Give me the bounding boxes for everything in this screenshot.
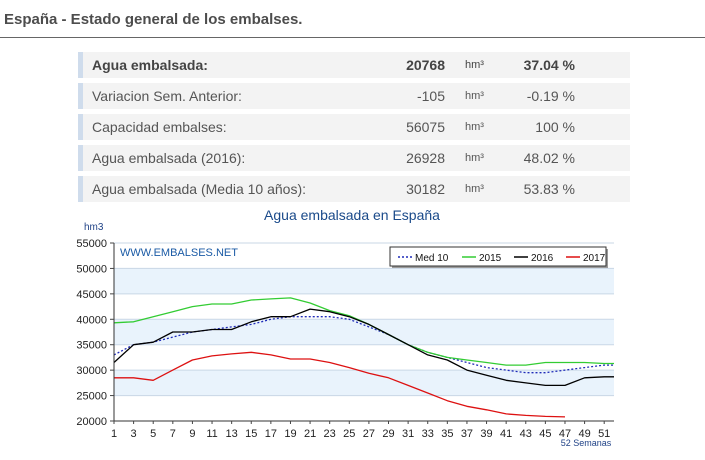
chart-title: Agua embalsada en España [264,207,440,223]
y-tick-label: 50000 [76,263,107,275]
stat-row-capacidad: Capacidad embalses: 56075 hm³ 100 % [78,114,630,140]
x-tick-label: 31 [402,428,414,440]
chart-band [114,370,614,396]
stat-label: Agua embalsada (Media 10 años): [92,181,307,197]
stat-unit: hm³ [465,152,484,164]
stat-percent: 37.04 % [523,57,575,73]
y-tick-label: 25000 [76,391,107,403]
legend-box [389,246,607,267]
stat-label: Variacion Sem. Anterior: [92,88,242,104]
x-tick-label: 9 [189,428,195,440]
chart-band [114,293,614,320]
chart-watermark: WWW.EMBALSES.NET [120,247,238,259]
x-tick-label: 37 [461,428,473,440]
chart-band [114,344,614,371]
stat-unit: hm³ [465,183,484,195]
x-tick-label: 11 [206,428,217,440]
x-tick-label: 7 [170,428,176,440]
x-tick-label: 17 [265,428,277,440]
y-tick-label: 45000 [76,289,107,301]
stat-percent: 100 % [535,119,575,135]
chart-legend: Med 10 2015 2016 2017 [389,246,608,268]
stat-value: 30182 [406,181,445,197]
stat-row-media-10: Agua embalsada (Media 10 años): 30182 hm… [78,176,630,202]
stat-unit: hm³ [465,90,484,102]
x-tick-label: 25 [343,428,355,440]
chart-axes [113,243,614,422]
x-tick-label: 5 [150,428,156,440]
stat-value: -105 [416,88,445,104]
page-title: España - Estado general de los embalses. [4,11,303,28]
stat-percent: 53.83 % [523,181,575,197]
reservoir-chart: Agua embalsada en España hm3 52 Semanas … [0,200,705,455]
x-tick-label: 33 [422,428,434,440]
x-tick-label: 49 [578,428,590,440]
stat-row-variacion: Variacion Sem. Anterior: -105 hm³ -0.19 … [78,83,630,109]
stat-value: 56075 [406,119,445,135]
chart-band [114,268,614,294]
x-tick-label: 45 [539,428,551,440]
y-tick-label: 30000 [76,365,107,377]
stat-unit: hm³ [465,59,484,71]
x-axis-label: 52 Semanas [561,438,612,448]
stat-value: 20768 [406,57,445,73]
series-line-2017 [114,351,566,418]
x-tick-label: 51 [598,428,610,440]
reservoir-chart-svg: Agua embalsada en España hm3 52 Semanas … [76,207,614,448]
stat-unit: hm³ [465,121,484,133]
x-tick-label: 23 [324,428,336,440]
y-tick-label: 20000 [76,416,107,428]
x-tick-label: 1 [111,428,117,440]
x-tick-label: 27 [363,428,375,440]
x-tick-label: 15 [245,428,257,440]
stat-row-agua-embalsada: Agua embalsada: 20768 hm³ 37.04 % [78,52,630,78]
x-tick-label: 41 [500,428,512,440]
x-tick-label: 43 [520,428,532,440]
stats-table: Agua embalsada: 20768 hm³ 37.04 % Variac… [78,52,630,207]
x-tick-label: 19 [284,428,296,440]
stat-label: Capacidad embalses: [92,119,227,135]
stat-row-agua-2016: Agua embalsada (2016): 26928 hm³ 48.02 % [78,145,630,171]
stat-percent: -0.19 % [526,88,575,104]
x-tick-label: 29 [382,428,394,440]
x-tick-label: 39 [480,428,492,440]
x-tick-label: 35 [441,428,453,440]
x-tick-label: 13 [226,428,238,440]
legend-label: 2015 [479,253,502,264]
chart-band [114,395,614,421]
x-tick-label: 21 [304,428,316,440]
stat-label: Agua embalsada (2016): [92,150,246,166]
stat-percent: 48.02 % [523,150,575,166]
y-tick-label: 55000 [76,238,107,250]
stat-value: 26928 [406,150,445,166]
legend-label: 2016 [531,253,554,264]
y-tick-label: 40000 [76,314,107,326]
stat-label: Agua embalsada: [92,57,208,73]
chart-ticks: 20000 25000 30000 35000 40000 45000 50000 55000… [76,238,610,440]
x-tick-label: 47 [559,428,571,440]
legend-label: Med 10 [415,253,449,264]
series-line-2016 [113,308,614,387]
legend-label: 2017 [583,253,606,264]
title-divider [0,37,705,38]
y-axis-label: hm3 [84,222,104,233]
x-tick-label: 3 [131,428,137,440]
y-tick-label: 35000 [76,340,107,352]
chart-series [113,297,614,418]
